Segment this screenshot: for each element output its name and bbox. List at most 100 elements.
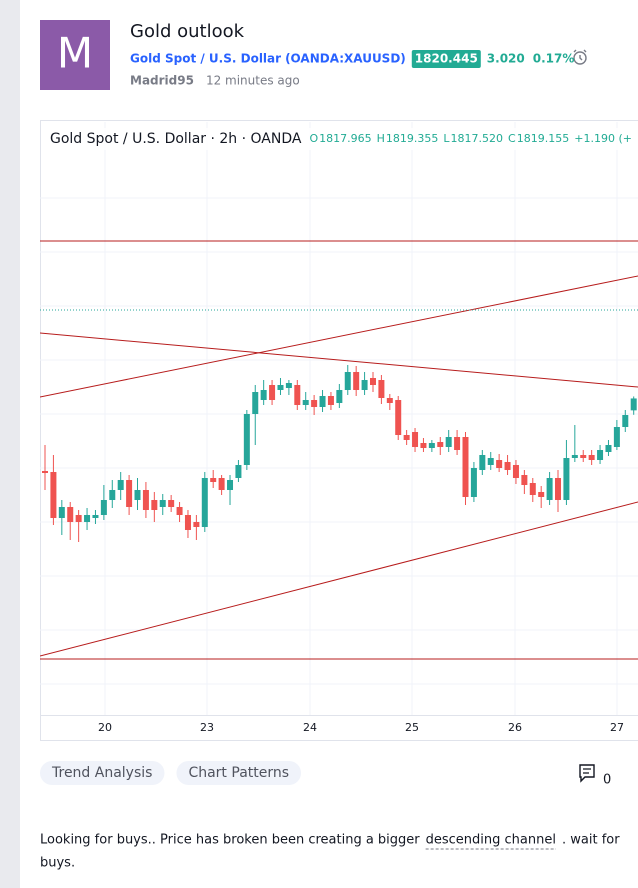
- candle-body: [117, 480, 124, 490]
- candle-body: [369, 378, 376, 385]
- candle-body: [395, 400, 402, 435]
- candle-body: [353, 372, 360, 390]
- avatar[interactable]: [40, 20, 110, 90]
- candle-body: [201, 478, 208, 527]
- candle-body: [277, 385, 284, 390]
- candle-body: [361, 380, 368, 390]
- candle-body: [126, 480, 133, 507]
- author[interactable]: Madrid95: [130, 74, 194, 88]
- idea-title: Gold outlook: [130, 21, 245, 42]
- candle-body: [622, 415, 629, 427]
- candle-body: [378, 380, 385, 398]
- chart-title: Gold Spot / U.S. Dollar · 2h · OANDA: [50, 131, 302, 147]
- trend-line: [40, 501, 638, 657]
- candle-body: [134, 490, 141, 500]
- candle-body: [302, 400, 309, 405]
- candle-body: [75, 515, 82, 522]
- comment-icon[interactable]: [579, 764, 595, 783]
- x-tick-label: 27: [610, 721, 624, 734]
- candle-body: [630, 398, 637, 411]
- timestamp: 12 minutes ago: [206, 74, 300, 88]
- candle-body: [159, 500, 166, 507]
- candle-body: [521, 475, 528, 485]
- legend-change: +1.190 (+: [574, 132, 632, 145]
- candle-body: [580, 455, 587, 458]
- candle-body: [269, 385, 276, 400]
- candle-body: [184, 515, 191, 530]
- candle-body: [142, 490, 149, 510]
- candle-body: [243, 414, 250, 465]
- candle-body: [294, 385, 301, 405]
- candle-body: [445, 437, 452, 447]
- candle-body: [512, 465, 519, 478]
- candle-body: [235, 465, 242, 478]
- candle-body: [168, 500, 175, 507]
- candle-body: [546, 478, 553, 500]
- candle-body: [58, 507, 65, 518]
- candle-body: [227, 480, 234, 490]
- candle-body: [437, 442, 444, 447]
- legend-key: H: [377, 132, 385, 145]
- avatar-letter: M: [57, 29, 93, 78]
- candle-body: [487, 458, 494, 465]
- candle-body: [555, 478, 562, 500]
- candle-body: [311, 400, 318, 407]
- x-tick-label: 24: [303, 721, 317, 734]
- candle-body: [260, 390, 267, 400]
- candle-body: [420, 443, 427, 448]
- tag-bg[interactable]: [176, 761, 302, 785]
- candle-body: [285, 383, 292, 388]
- candle-body: [479, 455, 486, 470]
- candle-body: [588, 455, 595, 460]
- trend-line: [40, 275, 638, 398]
- candle-body: [613, 427, 620, 447]
- candle-body: [412, 432, 419, 447]
- candle-body: [109, 490, 116, 500]
- side-strip: [0, 0, 20, 888]
- candle-body: [210, 478, 217, 482]
- candle-body: [84, 515, 91, 522]
- description-text: . wait for: [562, 833, 620, 848]
- tag-bg[interactable]: [40, 761, 165, 785]
- candle-body: [462, 437, 469, 497]
- candle-body: [470, 468, 477, 497]
- candle-body: [344, 372, 351, 390]
- x-tick-label: 20: [98, 721, 112, 734]
- symbol-code[interactable]: (OANDA:XAUUSD): [285, 52, 406, 66]
- candle-body: [42, 471, 48, 473]
- candle-body: [504, 462, 511, 470]
- candle-body: [50, 472, 57, 518]
- candle-body: [428, 443, 435, 448]
- legend-value: 1817.965: [319, 132, 372, 145]
- candle-body: [67, 507, 74, 522]
- plot: [40, 122, 638, 715]
- price-change-percent: 0.17%: [533, 52, 575, 66]
- tag[interactable]: Chart Patterns: [188, 765, 289, 781]
- candle-body: [571, 455, 578, 458]
- price-badge-bg: [411, 50, 481, 68]
- candle-body: [218, 478, 225, 490]
- trend-line: [40, 332, 638, 388]
- candle-body: [176, 507, 183, 515]
- legend-key: L: [443, 132, 450, 145]
- candle-body: [529, 483, 536, 495]
- candle-body: [327, 396, 334, 405]
- legend-key: C: [508, 132, 516, 145]
- candle-body: [386, 398, 393, 403]
- symbol-link[interactable]: Gold Spot / U.S. Dollar: [130, 52, 281, 66]
- candle-body: [336, 390, 343, 403]
- candle-body: [538, 492, 545, 497]
- tag[interactable]: Trend Analysis: [51, 765, 152, 781]
- candle-body: [597, 450, 604, 460]
- legend-value: 1819.355: [386, 132, 439, 145]
- description-link[interactable]: descending channel: [426, 833, 556, 848]
- description-text: buys.: [40, 856, 75, 871]
- alarm-icon[interactable]: [573, 49, 587, 65]
- price-badge: 1820.445: [415, 52, 478, 66]
- legend-bg: [44, 128, 638, 150]
- candle-body: [605, 445, 612, 452]
- candle-body: [252, 392, 259, 414]
- chart-frame: [40, 120, 638, 741]
